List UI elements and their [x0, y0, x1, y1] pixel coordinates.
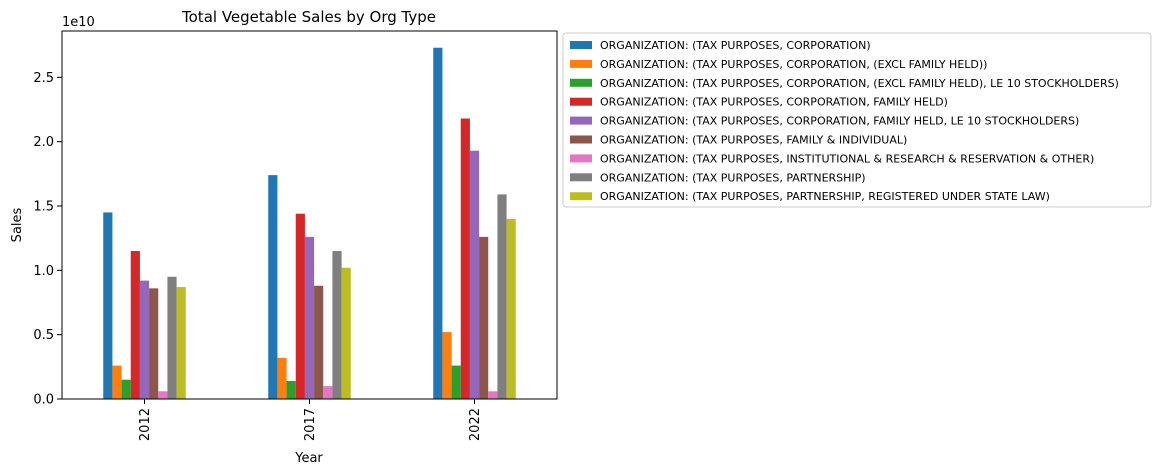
legend-swatch — [570, 41, 592, 49]
bars-group — [103, 47, 516, 400]
bar — [277, 357, 287, 399]
bar — [469, 150, 480, 399]
legend-label: ORGANIZATION: (TAX PURPOSES, CORPORATION… — [600, 58, 987, 71]
bar — [121, 379, 131, 399]
legend-swatch — [570, 78, 592, 87]
bar — [332, 251, 342, 399]
legend-label: ORGANIZATION: (TAX PURPOSES, PARTNERSHIP… — [600, 171, 866, 184]
legend-label: ORGANIZATION: (TAX PURPOSES, PARTNERSHIP… — [600, 190, 1050, 203]
bar — [451, 365, 461, 399]
bar — [341, 267, 351, 399]
bar — [304, 236, 315, 399]
bar — [149, 288, 159, 399]
chart-title: Total Vegetable Sales by Org Type — [181, 8, 436, 26]
legend-label: ORGANIZATION: (TAX PURPOSES, CORPORATION… — [600, 96, 948, 109]
legend-frame — [562, 32, 1152, 208]
legend: ORGANIZATION: (TAX PURPOSES, CORPORATION… — [562, 32, 1152, 208]
legend-label: ORGANIZATION: (TAX PURPOSES, FAMILY & IN… — [600, 134, 907, 147]
bar — [433, 47, 443, 400]
legend-swatch — [570, 173, 592, 182]
x-axis: 2012 2017 2022 — [138, 399, 483, 441]
bar — [130, 251, 140, 399]
legend-label: ORGANIZATION: (TAX PURPOSES, INSTITUTION… — [600, 152, 1094, 165]
x-tick-label: 2022 — [468, 408, 483, 441]
bar — [497, 194, 507, 399]
legend-swatch — [570, 116, 592, 125]
bar — [139, 280, 150, 399]
x-axis-title: Year — [294, 451, 323, 466]
bar — [479, 236, 489, 399]
bar — [460, 118, 470, 399]
bar — [323, 386, 333, 399]
y-tick-label: 2.0 — [33, 135, 54, 150]
bar — [158, 391, 168, 399]
bar — [488, 391, 498, 399]
legend-swatch — [570, 59, 592, 68]
y-tick-label: 1.5 — [33, 199, 54, 214]
bar — [112, 365, 122, 399]
plot-frame — [61, 30, 558, 400]
legend-swatch — [570, 135, 592, 144]
y-tick-label: 1.0 — [33, 264, 54, 279]
legend-label: ORGANIZATION: (TAX PURPOSES, CORPORATION… — [600, 77, 1119, 90]
y-axis-title: Sales — [10, 207, 25, 242]
y-axis-offset-label: 1e10 — [62, 15, 95, 30]
bar — [176, 287, 186, 399]
y-axis: 0.0 0.5 1.0 1.5 2.0 2.5 — [33, 71, 62, 408]
bar — [506, 218, 516, 399]
y-tick-label: 0.5 — [33, 328, 54, 343]
bar — [314, 285, 324, 399]
legend-swatch — [570, 192, 592, 201]
bar — [286, 380, 296, 399]
x-tick-label: 2017 — [303, 408, 318, 441]
bar — [167, 276, 177, 399]
x-tick-label: 2012 — [138, 408, 153, 441]
legend-swatch — [570, 97, 592, 106]
bar — [268, 175, 278, 399]
y-tick-label: 0.0 — [33, 393, 54, 408]
legend-label: ORGANIZATION: (TAX PURPOSES, CORPORATION… — [600, 39, 871, 52]
legend-swatch — [570, 154, 592, 163]
y-tick-label: 2.5 — [33, 71, 54, 86]
bar — [442, 332, 452, 399]
legend-label: ORGANIZATION: (TAX PURPOSES, CORPORATION… — [600, 115, 1079, 128]
bar — [103, 212, 113, 399]
bar — [295, 213, 305, 399]
